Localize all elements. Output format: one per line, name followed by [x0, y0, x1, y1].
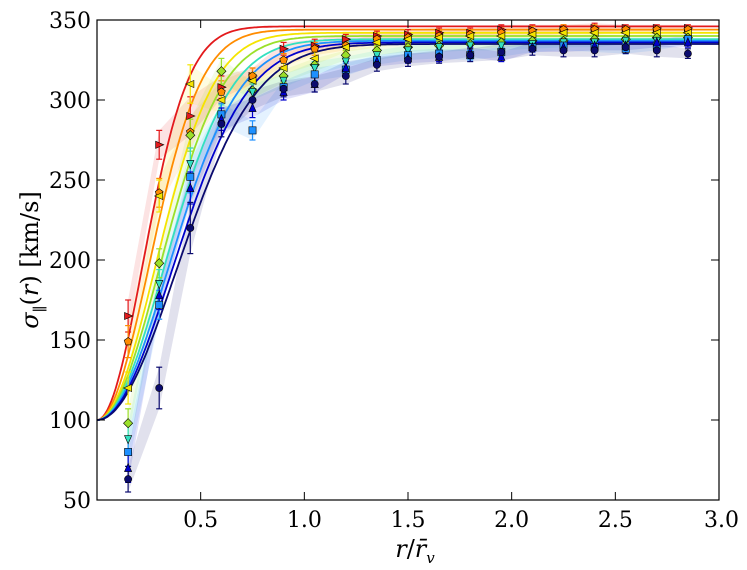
data-point — [155, 300, 164, 309]
data-point — [248, 126, 257, 135]
x-tick-label: 3.0 — [704, 508, 739, 533]
data-point — [589, 28, 599, 37]
y-tick-label: 100 — [49, 409, 91, 434]
data-point — [217, 120, 226, 128]
data-point — [435, 52, 443, 61]
axes: 0.5 1.0 1.5 2.0 2.5 3.0 50 100 150 200 250 300 350 — [49, 9, 739, 533]
data-point — [155, 384, 164, 392]
data-point — [124, 311, 134, 321]
data-point — [527, 30, 537, 39]
data-point — [186, 111, 196, 121]
data-point — [402, 35, 412, 44]
y-tick-label: 250 — [49, 169, 91, 194]
data-point — [310, 44, 319, 53]
data-point — [310, 80, 319, 88]
data-point — [186, 160, 195, 170]
data-point — [404, 56, 412, 64]
data-point — [124, 448, 132, 456]
data-point — [186, 172, 195, 181]
data-point — [279, 84, 288, 93]
data-point — [155, 140, 165, 149]
x-tick-label: 2.5 — [598, 508, 633, 533]
data-point — [558, 28, 568, 37]
data-point — [433, 33, 444, 42]
x-tick-label: 1.5 — [391, 508, 426, 533]
data-point — [279, 44, 289, 53]
data-point — [684, 49, 692, 58]
x-tick-label: 0.5 — [183, 508, 218, 533]
x-tick-label: 1.0 — [287, 508, 322, 533]
y-tick-label: 200 — [49, 249, 91, 274]
data-point — [155, 280, 164, 290]
data-point — [124, 462, 133, 472]
data-point — [341, 57, 350, 67]
data-point — [185, 130, 196, 141]
data-point — [340, 43, 350, 52]
data-point — [466, 41, 475, 51]
data-point — [309, 54, 319, 63]
data-point — [248, 96, 257, 104]
data-point — [403, 46, 413, 56]
data-point — [279, 76, 288, 87]
data-point — [217, 87, 226, 96]
data-points — [122, 23, 694, 484]
data-point — [341, 72, 350, 80]
data-point — [341, 62, 350, 72]
data-point — [495, 31, 506, 41]
data-point — [123, 337, 133, 346]
x-tick-label: 2.0 — [494, 508, 529, 533]
data-point — [247, 76, 257, 85]
data-point — [372, 60, 381, 69]
y-tick-label: 50 — [63, 489, 91, 514]
data-point — [124, 435, 133, 445]
data-point — [652, 37, 661, 47]
data-point — [186, 182, 195, 192]
y-axis-label: σ∥(r) [km/s] — [16, 191, 49, 329]
x-axis-label: r/r̄v — [395, 535, 435, 567]
data-point — [154, 258, 165, 269]
data-point — [123, 418, 134, 429]
data-point — [435, 43, 444, 53]
data-point — [155, 289, 164, 300]
data-point — [497, 48, 506, 56]
y-tick-label: 300 — [49, 89, 91, 114]
data-point — [621, 43, 630, 52]
data-point — [497, 51, 506, 61]
data-point — [153, 191, 164, 201]
data-point — [341, 35, 352, 44]
data-point — [372, 51, 381, 61]
data-point — [371, 38, 381, 47]
data-point — [310, 64, 319, 74]
data-point — [528, 44, 537, 53]
data-point — [186, 224, 195, 232]
data-point — [216, 95, 226, 105]
data-point — [310, 70, 319, 79]
data-point — [278, 63, 288, 73]
data-point — [216, 66, 227, 77]
data-point — [122, 383, 132, 393]
data-point — [124, 475, 133, 484]
data-point — [620, 28, 630, 37]
y-tick-label: 350 — [49, 9, 91, 34]
data-point — [559, 46, 568, 55]
data-point — [497, 41, 506, 51]
data-point — [248, 88, 257, 98]
data-point — [466, 51, 475, 60]
y-tick-label: 150 — [49, 329, 91, 354]
data-point — [464, 31, 475, 41]
data-point — [184, 79, 195, 89]
data-point — [248, 102, 257, 112]
plot-area — [97, 22, 719, 493]
data-point — [590, 46, 599, 55]
data-point — [652, 46, 661, 55]
data-point — [683, 37, 692, 47]
data-point — [279, 55, 288, 64]
